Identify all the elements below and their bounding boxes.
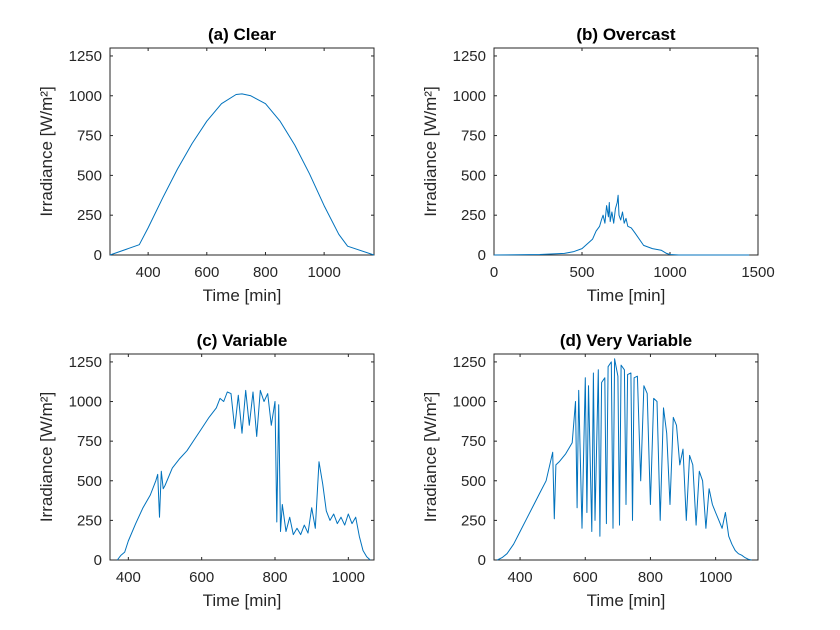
x-axis-label: Time [min]	[203, 591, 282, 610]
irradiance-line	[497, 358, 752, 561]
x-tick-label: 1000	[332, 569, 365, 586]
plot-area	[493, 47, 759, 256]
x-tick-label: 800	[262, 569, 287, 586]
chart-panel-0: 0 250 500 750 1000 1250 400 600 800 1000 (a) Clear…	[37, 25, 375, 305]
y-tick-label: 500	[461, 473, 486, 490]
y-tick-label: 0	[94, 552, 102, 569]
x-tick-label: 600	[189, 569, 214, 586]
chart-panel-2: 0 250 500 750 1000 1250 400 600 800 1000 (c) Varia…	[37, 331, 375, 610]
y-tick-label: 1250	[69, 354, 102, 371]
plot-area	[493, 353, 759, 561]
y-tick-label: 500	[77, 167, 102, 184]
y-tick-label: 1000	[453, 88, 486, 105]
x-axis-label: Time [min]	[587, 591, 666, 610]
y-axis-label: Irradiance [W/m²]	[421, 392, 440, 522]
y-tick-label: 1000	[69, 394, 102, 411]
x-tick-label: 1000	[307, 264, 340, 281]
y-tick-label: 1000	[69, 88, 102, 105]
irradiance-line	[493, 194, 750, 256]
x-tick-label: 1000	[653, 264, 686, 281]
irradiance-line	[109, 93, 375, 256]
x-tick-label: 600	[573, 569, 598, 586]
x-tick-label: 800	[638, 569, 663, 586]
y-tick-label: 0	[478, 552, 486, 569]
chart-title: (b) Overcast	[576, 25, 676, 44]
x-axis-label: Time [min]	[587, 286, 666, 305]
chart-panel-1: 0 250 500 750 1000 1250 0 500 1000 1500 (b) Overca…	[421, 25, 775, 305]
y-axis-label: Irradiance [W/m²]	[421, 86, 440, 216]
y-tick-label: 750	[461, 433, 486, 450]
chart-title: (c) Variable	[197, 331, 288, 350]
x-tick-label: 0	[490, 264, 498, 281]
y-tick-label: 500	[461, 167, 486, 184]
x-tick-label: 800	[253, 264, 278, 281]
y-tick-label: 250	[461, 207, 486, 224]
y-tick-label: 0	[94, 247, 102, 264]
y-tick-label: 500	[77, 473, 102, 490]
y-tick-label: 750	[77, 128, 102, 145]
y-tick-label: 750	[77, 433, 102, 450]
chart-title: (d) Very Variable	[560, 331, 692, 350]
y-tick-label: 1250	[453, 48, 486, 65]
y-tick-label: 1250	[453, 354, 486, 371]
plot-area	[109, 353, 375, 561]
x-tick-label: 500	[569, 264, 594, 281]
x-tick-label: 600	[194, 264, 219, 281]
x-tick-label: 400	[116, 569, 141, 586]
plot-area	[109, 47, 375, 256]
y-tick-label: 1250	[69, 48, 102, 65]
y-tick-label: 0	[478, 247, 486, 264]
x-axis-label: Time [min]	[203, 286, 282, 305]
y-tick-label: 1000	[453, 394, 486, 411]
irradiance-line	[116, 389, 371, 561]
y-tick-label: 250	[77, 207, 102, 224]
y-axis-label: Irradiance [W/m²]	[37, 392, 56, 522]
chart-panel-3: 0 250 500 750 1000 1250 400 600 800 1000 (d) Very …	[421, 331, 759, 610]
y-axis-label: Irradiance [W/m²]	[37, 86, 56, 216]
y-tick-label: 250	[461, 512, 486, 529]
x-tick-label: 400	[508, 569, 533, 586]
y-tick-label: 250	[77, 512, 102, 529]
x-tick-label: 1500	[741, 264, 774, 281]
x-tick-label: 400	[136, 264, 161, 281]
y-tick-label: 750	[461, 128, 486, 145]
chart-title: (a) Clear	[208, 25, 276, 44]
x-tick-label: 1000	[699, 569, 732, 586]
